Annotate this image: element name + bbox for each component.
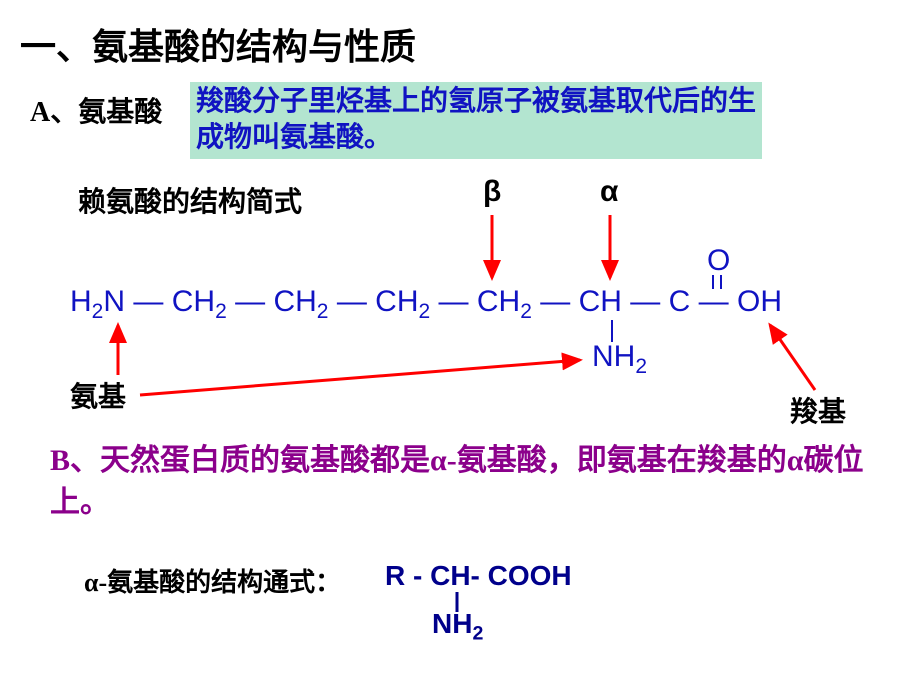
section-b-text: B、天然蛋白质的氨基酸都是α-氨基酸，即氨基在羧基的α碳位上。 <box>50 440 870 524</box>
general-formula-line1: R - CH- COOH <box>385 560 572 592</box>
general-formula-label: α-氨基酸的结构通式： <box>84 562 341 599</box>
general-formula-nh2: NH2 <box>432 608 483 646</box>
